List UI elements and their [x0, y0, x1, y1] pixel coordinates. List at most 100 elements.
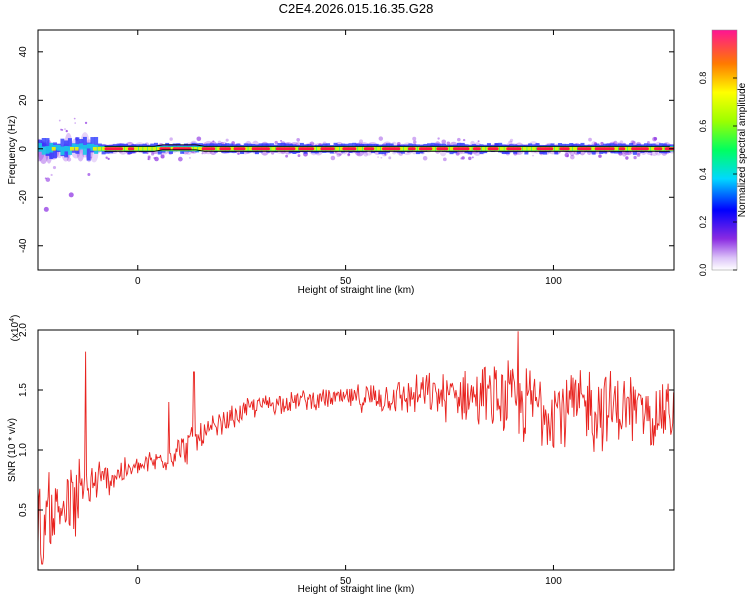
spectrogram-yellow-cell [147, 146, 152, 151]
spectrogram-dot [154, 156, 159, 162]
spectrogram-green-cell [86, 143, 91, 149]
spectrogram-green-cell [67, 146, 72, 155]
spectrogram-green-cell [38, 143, 42, 152]
spectrogram-green-cell [356, 146, 360, 152]
spectrogram-green-cell [191, 146, 196, 152]
spectrogram-dot [422, 155, 428, 161]
spectrogram-dot [237, 152, 240, 156]
spectrogram-yellow-cell [271, 146, 276, 151]
spectrogram-yellow-cell [152, 146, 157, 151]
spectrogram-band-outline-top [104, 144, 670, 147]
spectrogram-yellow-cell [316, 146, 321, 151]
spectrogram-yellow-cell [399, 146, 404, 151]
spectrogram-dot [356, 151, 361, 156]
spectrogram-red-peak [219, 147, 231, 151]
spectrogram-yellow-cell [198, 146, 203, 151]
spectrogram-dot [74, 122, 77, 124]
spectrogram-dot [347, 153, 351, 157]
snr-ytick-label: 2.0 [18, 323, 29, 337]
spectrogram-dot [471, 156, 474, 159]
spectrogram-yellow-cell [627, 146, 632, 151]
spectrogram-yellow-cell [568, 146, 573, 151]
spectrogram-dot [339, 153, 342, 156]
spectrogram-red-peak [201, 147, 216, 151]
spectrogram-red-peak [452, 147, 470, 151]
spectrogram-dot [588, 137, 592, 142]
snr-y-axis: 2.0 1.5 1.0 0.5 [18, 323, 674, 517]
spectrogram-yellow-cell [51, 146, 56, 151]
spectrogram-yellow-cell [193, 146, 198, 151]
spectrogram-blue-cell [67, 138, 72, 151]
spectrogram-dot [653, 137, 658, 141]
spectrogram-dot [189, 156, 191, 159]
spectrogram-dot [58, 119, 61, 122]
spectrogram-dot [196, 136, 202, 142]
spectrogram-dot [380, 156, 383, 159]
spectrogram-red-peak [654, 147, 663, 151]
spectrogram-red-peak [418, 147, 433, 151]
spectrogram-yellow-cell [531, 146, 536, 151]
spectrogram-yellow-cell [522, 146, 527, 151]
spectrogram-dot [52, 165, 57, 170]
spectrogram-dot [225, 138, 229, 142]
colorbar: 0.0 0.2 0.4 0.6 0.8 Normalized spectral ampl… [698, 29, 748, 276]
spectrogram-yellow-cell [248, 146, 253, 151]
spectrogram-ytick-label: -20 [18, 190, 29, 205]
spectrogram-dot [160, 154, 165, 159]
spectrogram-dot [468, 156, 472, 161]
snr-ytick-label: 1.5 [18, 383, 29, 397]
spectrogram-dot [437, 137, 440, 140]
spectrogram-yellow-cell [312, 146, 317, 151]
spectrogram-yellow-cell [170, 146, 175, 151]
snr-y-multiplier-exponent: 4 [9, 318, 16, 322]
spectrogram-dot [45, 177, 51, 182]
spectrogram-green-cell [150, 146, 155, 152]
spectrogram-dot [297, 154, 301, 158]
snr-series [38, 331, 674, 565]
spectrogram-green-cell [82, 145, 87, 155]
spectrogram-green-cell [90, 143, 95, 151]
spectrogram-dot [274, 140, 278, 145]
colorbar-tick-label: 0.8 [698, 72, 708, 85]
spectrogram-green-cell [479, 146, 484, 152]
spectrogram-red-peak [436, 147, 449, 151]
spectrogram-green-cell [314, 146, 319, 152]
spectrogram-dot [63, 128, 67, 131]
spectrogram-blue-cell [82, 136, 87, 149]
spectrogram-dot [363, 152, 368, 157]
spectrogram-dot [359, 139, 363, 144]
spectrogram-green-cell [378, 146, 383, 152]
spectrogram-dot [169, 137, 173, 141]
snr-ytick-label: 0.5 [18, 503, 29, 517]
spectrogram-green-cell [520, 146, 525, 152]
spectrogram-blue-cell [86, 142, 91, 161]
spectrogram-yellow-cell [230, 146, 235, 151]
spectrogram-xtick-label: 0 [135, 276, 141, 287]
spectrogram-outlier [68, 192, 74, 198]
spectrogram-yellow-cell [156, 146, 161, 151]
spectrogram-dot [90, 156, 93, 159]
spectrogram-green-cell [45, 146, 50, 154]
spectrogram-heatmap [38, 117, 674, 212]
spectrogram-blue-cell [94, 136, 99, 153]
spectrogram-x-label: Height of straight line (km) [298, 285, 415, 296]
spectrogram-yellow-cell [143, 146, 148, 151]
spectrogram-dot [178, 156, 183, 162]
spectrogram-blue-cell [41, 137, 46, 147]
spectrogram-dot [532, 154, 534, 157]
spectrogram-yellow-cell [623, 146, 628, 151]
colorbar-gradient [711, 29, 738, 271]
spectrogram-yellow-cell [650, 146, 655, 151]
spectrogram-yellow-cell [527, 146, 532, 151]
spectrogram-yellow-cell [591, 146, 596, 151]
spectrogram-red-peak [382, 147, 401, 151]
spectrogram-dot [629, 151, 632, 154]
spectrogram-dot [508, 140, 513, 145]
spectrogram-dot [150, 152, 155, 156]
spectrogram-ytick-label: -40 [18, 238, 29, 253]
spectrogram-dot [413, 140, 417, 144]
spectrogram-red-peak [320, 147, 335, 151]
spectrogram-green-cell [64, 145, 69, 152]
spectrogram-dot [625, 156, 629, 160]
spectrogram-xtick-label: 100 [545, 276, 562, 287]
